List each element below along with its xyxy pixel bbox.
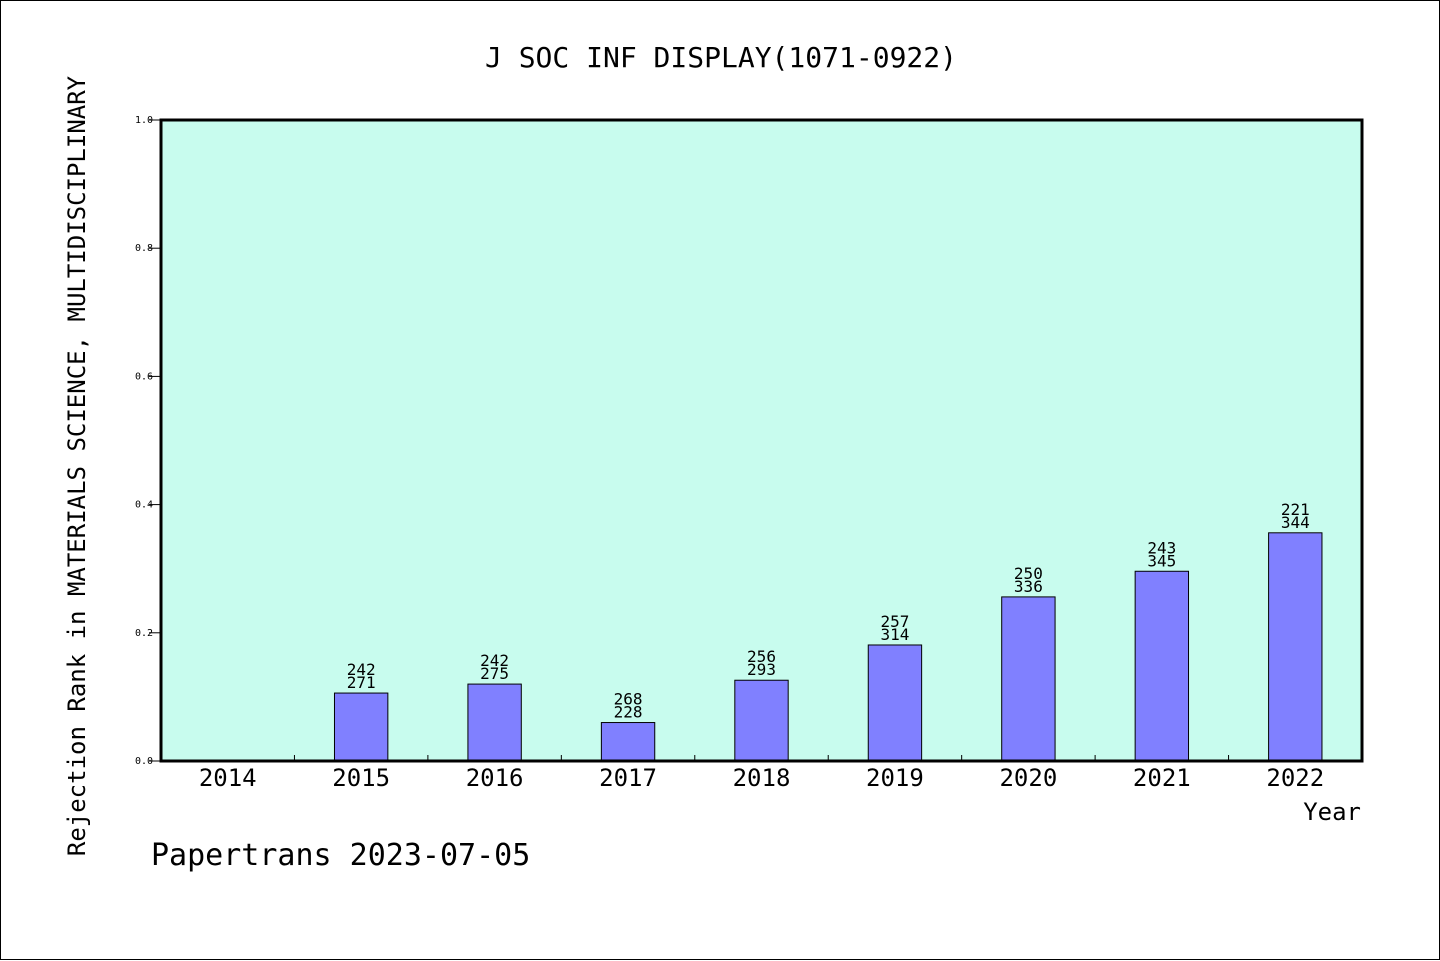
y-tick-label: 0.8 (135, 243, 153, 254)
x-axis-ticks: 2014 2015 2016 2017 2018 2019 2020 2021 2022 (199, 755, 1324, 792)
y-tick-label: 0.4 (135, 500, 153, 511)
bar (867, 644, 923, 762)
bar-label-bottom: 293 (747, 660, 776, 679)
bar-label-top: 243 (1147, 538, 1176, 557)
chart-title: J SOC INF DISPLAY(1071-0922) (485, 41, 957, 74)
x-tick-label: 2021 (1133, 764, 1191, 792)
bar-label-bottom: 345 (1147, 551, 1176, 570)
bar-label-top: 268 (614, 690, 643, 709)
bar-value-labels: 2422712422752682282562932573142503362433… (347, 500, 1310, 722)
x-tick-label: 2020 (999, 764, 1057, 792)
bar-label-bottom: 336 (1014, 577, 1043, 596)
y-tick-label: 0.6 (135, 371, 153, 382)
x-tick-label: 2022 (1266, 764, 1324, 792)
x-axis-label: Year (1303, 798, 1361, 826)
bar-label-top: 250 (1014, 564, 1043, 583)
x-tick-label: 2015 (332, 764, 390, 792)
bar-label-top: 242 (347, 660, 376, 679)
bars (333, 532, 1323, 762)
y-axis-label: Rejection Rank in MATERIALS SCIENCE, MUL… (63, 75, 91, 856)
bar (467, 683, 522, 762)
bar (1268, 532, 1323, 762)
bar (600, 722, 656, 762)
bar-label-top: 221 (1281, 500, 1310, 519)
x-tick-label: 2019 (866, 764, 924, 792)
x-tick-label: 2014 (199, 764, 257, 792)
plot-border (159, 118, 1364, 763)
bar-label-top: 242 (480, 651, 509, 670)
y-tick-label: 0.0 (135, 756, 153, 767)
bar-label-top: 256 (747, 647, 776, 666)
y-tick-label: 1.0 (135, 115, 153, 126)
bar-label-bottom: 271 (347, 673, 376, 692)
bar (734, 679, 789, 762)
x-tick-label: 2017 (599, 764, 657, 792)
bar-label-bottom: 344 (1281, 513, 1310, 532)
x-tick-label: 2016 (466, 764, 524, 792)
y-tick-label: 0.2 (135, 628, 153, 639)
footer-credit: Papertrans 2023-07-05 (151, 838, 530, 873)
bar (1001, 596, 1056, 762)
bar-label-top: 257 (880, 612, 909, 631)
bar-label-bottom: 228 (614, 703, 643, 722)
bar (1134, 570, 1190, 762)
y-axis-ticks: 0.0 0.2 0.4 0.6 0.8 1.0 (135, 115, 161, 767)
bar-label-bottom: 275 (480, 664, 509, 683)
bar-label-bottom: 314 (880, 625, 909, 644)
x-tick-label: 2018 (733, 764, 791, 792)
bar (333, 692, 389, 762)
